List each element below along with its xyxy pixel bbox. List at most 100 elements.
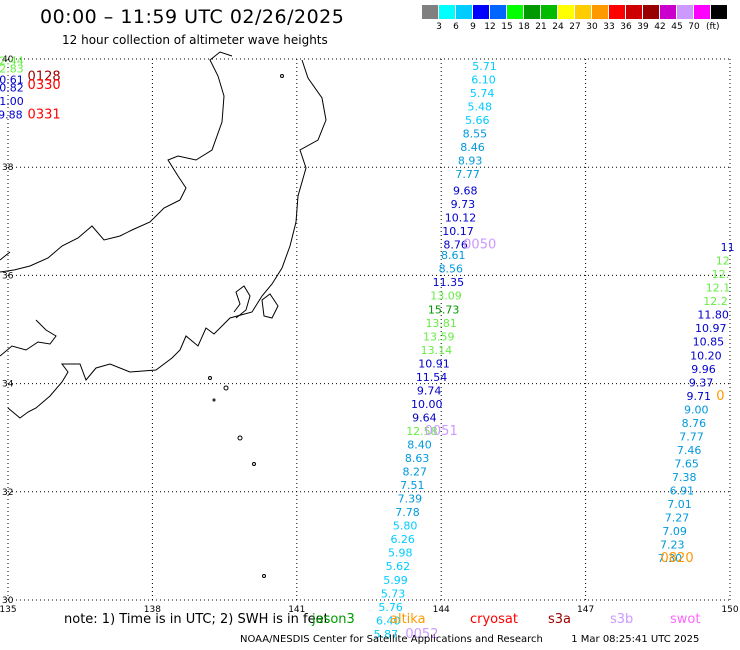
legend-swatch <box>660 5 676 19</box>
track-c-value: 12.44 <box>0 54 24 67</box>
footnote: note: 1) Time is in UTC; 2) SWH is in fe… <box>64 612 329 627</box>
track-b-value: 10.97 <box>695 322 727 335</box>
coastline-shikoku <box>0 319 57 357</box>
track-a-value: 5.48 <box>467 100 492 113</box>
track-b-value: 7.46 <box>677 444 702 457</box>
track-b-value: 9.71 <box>686 390 711 403</box>
track-b-value: 10.20 <box>690 349 722 362</box>
lon-tick-label: 135 <box>0 605 17 615</box>
legend-label: 39 <box>637 22 649 32</box>
track-a-value: 8.61 <box>441 249 466 262</box>
lon-tick-label: 150 <box>721 605 738 615</box>
chart-subtitle: 12 hour collection of altimeter wave hei… <box>62 33 328 47</box>
track-a-value: 5.99 <box>383 574 408 587</box>
track-b-value: 7.23 <box>660 539 685 552</box>
lat-tick-label: 34 <box>2 380 14 390</box>
track-c-value: 10.61 <box>0 73 24 86</box>
pass-time-label: 0052 <box>405 627 438 642</box>
legend-swatch <box>609 5 625 19</box>
lat-tick-label: 36 <box>2 271 14 281</box>
coastline-boso <box>261 293 279 319</box>
legend-label: 18 <box>518 22 530 32</box>
lon-tick-label: 144 <box>433 605 450 615</box>
credit-text: NOAA/NESDIS Center for Satellite Applica… <box>240 634 543 645</box>
legend-swatch <box>643 5 659 19</box>
track-a-value: 8.63 <box>405 452 430 465</box>
track-b-value: 9.96 <box>691 363 716 376</box>
track-c-value: 12.83 <box>0 63 24 76</box>
track-a-value: 7.78 <box>395 506 420 519</box>
island-5 <box>252 462 256 466</box>
track-b-value: 10.85 <box>693 336 725 349</box>
legend-swatch <box>456 5 472 19</box>
legend-label: 21 <box>535 22 547 32</box>
legend-swatch <box>473 5 489 19</box>
track-a-value: 8.40 <box>407 439 432 452</box>
track-b-value: 7.77 <box>679 430 704 443</box>
track-a-value: 8.76 <box>443 238 468 251</box>
legend-label: 15 <box>501 22 513 32</box>
legend-label: 33 <box>603 22 615 32</box>
island-6 <box>262 574 266 578</box>
coastline-honshu <box>7 59 327 419</box>
legend-label: 12 <box>484 22 496 32</box>
track-a-value: 6.40 <box>376 614 401 627</box>
coastline-west <box>0 199 181 273</box>
coastline <box>0 51 327 578</box>
track-a-value: 11.54 <box>416 371 448 384</box>
island-7 <box>212 398 216 402</box>
chart-title: 00:00 – 11:59 UTC 02/26/2025 <box>40 6 345 28</box>
track-a-value: 5.71 <box>472 60 497 73</box>
track-a-value: 5.73 <box>381 587 406 600</box>
coastline-noto <box>167 51 233 201</box>
legend-label: 9 <box>470 22 476 32</box>
legend-label: 30 <box>586 22 598 32</box>
track-b-value: 11 <box>721 241 735 254</box>
legend-swatch <box>524 5 540 19</box>
track-a-value: 6.10 <box>471 73 496 86</box>
legend-label: 3 <box>436 22 442 32</box>
track-b-value: 7.65 <box>674 457 699 470</box>
legend-label: 42 <box>654 22 666 32</box>
generated-time: 1 Mar 08:25:41 UTC 2025 <box>571 634 700 645</box>
track-a-value: 5.80 <box>393 520 418 533</box>
track-a-value: 8.46 <box>460 141 485 154</box>
island-3 <box>223 385 229 391</box>
pass-time-label: 0128 <box>28 70 61 85</box>
mission-swot: swot <box>670 612 701 627</box>
pass-time-label: 0051 <box>425 424 458 439</box>
legend-swatch <box>541 5 557 19</box>
lon-tick-label: 138 <box>144 605 161 615</box>
mission-altika: altika <box>390 612 426 627</box>
track-a-value: 10.00 <box>411 398 443 411</box>
track-c-value: 10.82 <box>0 81 24 94</box>
track-a-value: 13.81 <box>425 317 457 330</box>
lat-tick-label: 30 <box>2 596 14 606</box>
track-a-value: 8.93 <box>458 154 483 167</box>
island-1 <box>280 74 284 78</box>
legend-swatch <box>507 5 523 19</box>
track-b-value: 7.01 <box>667 498 692 511</box>
track-a-value: 12.58 <box>406 425 438 438</box>
track-c-value: 11.00 <box>0 95 24 108</box>
legend-swatch <box>694 5 710 19</box>
legend-label: 36 <box>620 22 632 32</box>
pass-time-label: 0330 <box>28 78 61 93</box>
lat-tick-label: 38 <box>2 163 14 173</box>
pass-time-label: 0820 <box>661 551 694 566</box>
track-b-value: 7.09 <box>662 525 687 538</box>
track-a-value: 10.12 <box>445 211 477 224</box>
legend-swatch <box>490 5 506 19</box>
track-b-value: 7.30 <box>658 552 683 565</box>
track-a-value: 5.76 <box>378 601 403 614</box>
legend-swatch <box>677 5 693 19</box>
track-b-value: 12 <box>716 255 730 268</box>
island-4 <box>237 435 243 441</box>
track-a-value: 5.74 <box>470 87 495 100</box>
pass-time-label: 0 <box>716 389 724 404</box>
track-a-value: 13.59 <box>423 330 455 343</box>
track-a-value: 10.17 <box>442 225 474 238</box>
lat-tick-label: 40 <box>2 55 14 65</box>
pass-time-label: 0050 <box>463 237 496 252</box>
